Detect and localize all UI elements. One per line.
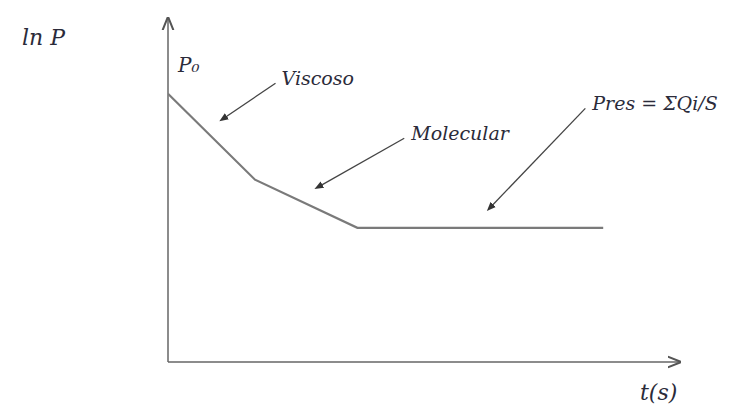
x-axis: [168, 361, 680, 363]
chart: ln P t(s) P₀ Viscoso Molecular Pres = ΣQi/S: [0, 0, 753, 420]
annotation-arrow: [318, 138, 404, 187]
annotation: Viscoso: [282, 67, 354, 89]
line: [168, 94, 603, 228]
annotation: Molecular: [410, 122, 510, 144]
annotation-arrow: [223, 83, 275, 119]
y-label: ln P: [22, 25, 66, 50]
start-label: P₀: [177, 53, 199, 77]
plot-area: [168, 94, 603, 228]
y-axis: [167, 18, 169, 362]
annotation-arrow: [490, 108, 585, 207]
x-label: t(s): [640, 380, 677, 405]
annotation: Pres = ΣQi/S: [591, 92, 717, 114]
